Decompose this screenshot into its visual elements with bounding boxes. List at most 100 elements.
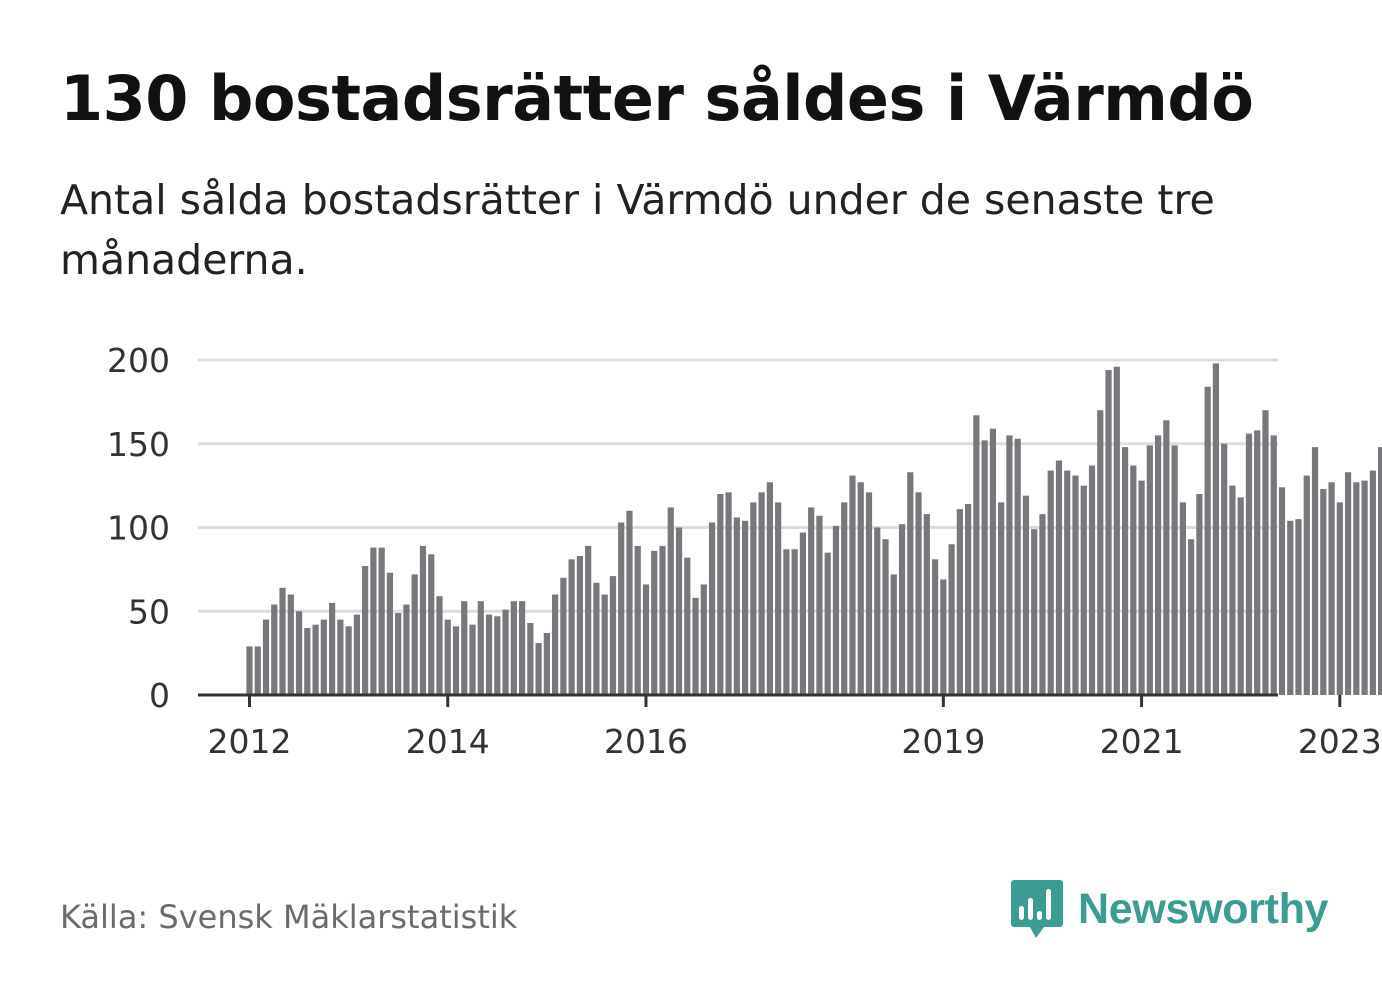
bar <box>1171 445 1178 695</box>
bar <box>1262 410 1269 695</box>
bar <box>543 633 550 695</box>
bar <box>1113 366 1120 695</box>
bar <box>510 601 517 695</box>
bar <box>692 597 699 695</box>
bar <box>1336 502 1343 696</box>
bar <box>552 594 559 695</box>
bar <box>320 619 327 696</box>
bar <box>428 554 435 695</box>
y-axis-labels: 0 50 100 150 200 <box>107 341 170 715</box>
bar <box>1229 485 1236 696</box>
bar <box>1163 420 1170 695</box>
bar <box>956 509 963 695</box>
x-tick-label: 2014 <box>406 722 490 761</box>
bar <box>419 545 427 695</box>
bar <box>717 494 724 695</box>
bar <box>1064 470 1071 695</box>
bar <box>1361 480 1368 695</box>
bar <box>816 515 823 695</box>
bar <box>981 440 988 695</box>
bar <box>1047 470 1054 695</box>
bar <box>609 576 617 695</box>
bar <box>444 619 451 696</box>
bar <box>477 601 484 695</box>
bar <box>593 582 600 695</box>
bar <box>271 604 278 695</box>
bar <box>684 557 691 695</box>
bar <box>411 574 418 695</box>
y-tick-label: 200 <box>107 341 170 380</box>
bar <box>1278 487 1286 695</box>
bar <box>262 619 270 696</box>
bar <box>865 492 873 695</box>
bar <box>783 549 790 695</box>
bar <box>791 549 798 695</box>
bar <box>758 492 765 695</box>
bar <box>618 522 625 695</box>
bar <box>890 574 897 695</box>
bar <box>1311 447 1319 695</box>
bar <box>568 559 575 695</box>
bar <box>907 472 914 695</box>
bar <box>1088 465 1096 695</box>
bars <box>246 363 1382 696</box>
bar <box>535 643 542 695</box>
bar <box>808 507 815 695</box>
bar <box>1031 529 1038 695</box>
bar <box>1295 519 1302 696</box>
bar <box>312 624 319 695</box>
bar <box>337 619 344 696</box>
bar <box>1196 494 1203 695</box>
bar <box>1221 443 1228 695</box>
y-tick-label: 150 <box>107 425 170 464</box>
bar <box>1378 447 1382 695</box>
bar <box>874 527 881 695</box>
bar <box>1105 370 1112 695</box>
bar <box>485 614 493 695</box>
bar <box>345 626 352 695</box>
x-tick-label: 2021 <box>1100 722 1184 761</box>
bar <box>1138 480 1145 695</box>
bar <box>1287 520 1294 695</box>
bar <box>742 520 749 695</box>
bar <box>915 492 922 695</box>
bar <box>824 552 831 696</box>
y-tick-label: 100 <box>107 509 170 548</box>
bar <box>1212 363 1220 695</box>
newsworthy-logo-icon <box>1011 880 1063 938</box>
bar <box>775 502 782 696</box>
bar <box>1237 497 1244 695</box>
bar <box>378 547 385 695</box>
bar <box>1353 482 1360 695</box>
bar <box>659 545 666 695</box>
bar <box>370 547 377 695</box>
chart-subtitle: Antal sålda bostadsrätter i Värmdö under… <box>60 176 1215 284</box>
bar <box>642 584 650 695</box>
bar <box>832 525 840 695</box>
bar <box>1055 460 1063 695</box>
bar <box>1155 435 1162 696</box>
bar <box>1072 475 1079 695</box>
y-tick-label: 50 <box>128 592 170 631</box>
bar <box>750 502 757 696</box>
bar <box>1303 475 1310 695</box>
bar <box>287 594 294 695</box>
bar <box>469 624 476 695</box>
bar <box>502 609 509 695</box>
bar <box>279 587 286 695</box>
bar <box>560 577 567 695</box>
bar <box>989 428 996 695</box>
bar <box>527 622 534 695</box>
bar <box>857 482 864 695</box>
bar <box>733 517 740 695</box>
bar <box>353 614 360 695</box>
bar <box>362 566 369 695</box>
chart-title: 130 bostadsrätter såldes i Värmdö <box>60 62 1254 135</box>
bar <box>403 604 410 695</box>
y-tick-label: 0 <box>149 676 170 715</box>
bar <box>626 510 633 695</box>
brand-name: Newsworthy <box>1078 884 1329 933</box>
bar <box>725 492 732 695</box>
bar <box>940 579 947 695</box>
